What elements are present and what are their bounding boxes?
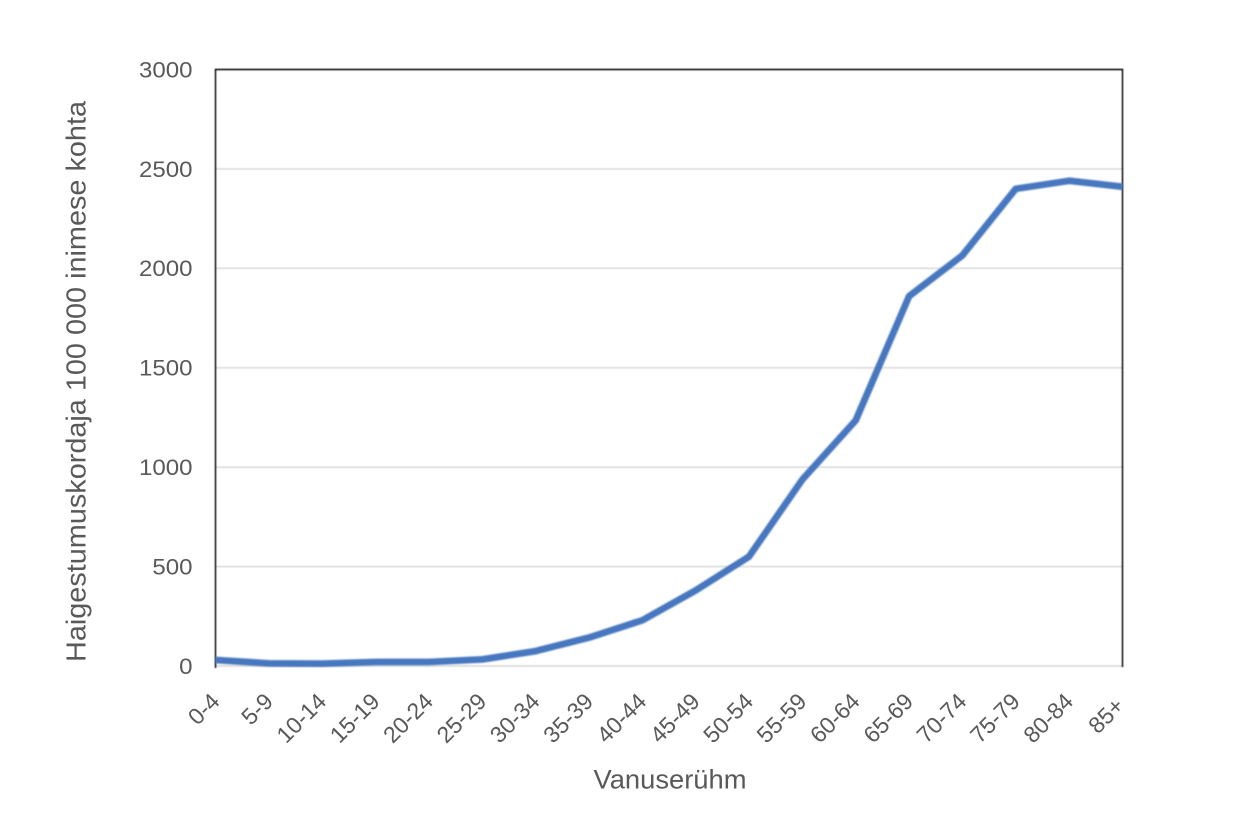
- svg-text:1000: 1000: [139, 455, 193, 480]
- svg-text:500: 500: [152, 555, 192, 580]
- svg-text:0: 0: [179, 654, 192, 679]
- svg-text:Haigestumuskordaja 100 000 ini: Haigestumuskordaja 100 000 inimese kohta: [61, 101, 92, 662]
- svg-text:1500: 1500: [139, 356, 193, 381]
- svg-text:2500: 2500: [139, 157, 193, 182]
- svg-text:2000: 2000: [139, 256, 193, 281]
- svg-text:3000: 3000: [139, 57, 193, 82]
- svg-text:Vanuserühm: Vanuserühm: [594, 765, 747, 795]
